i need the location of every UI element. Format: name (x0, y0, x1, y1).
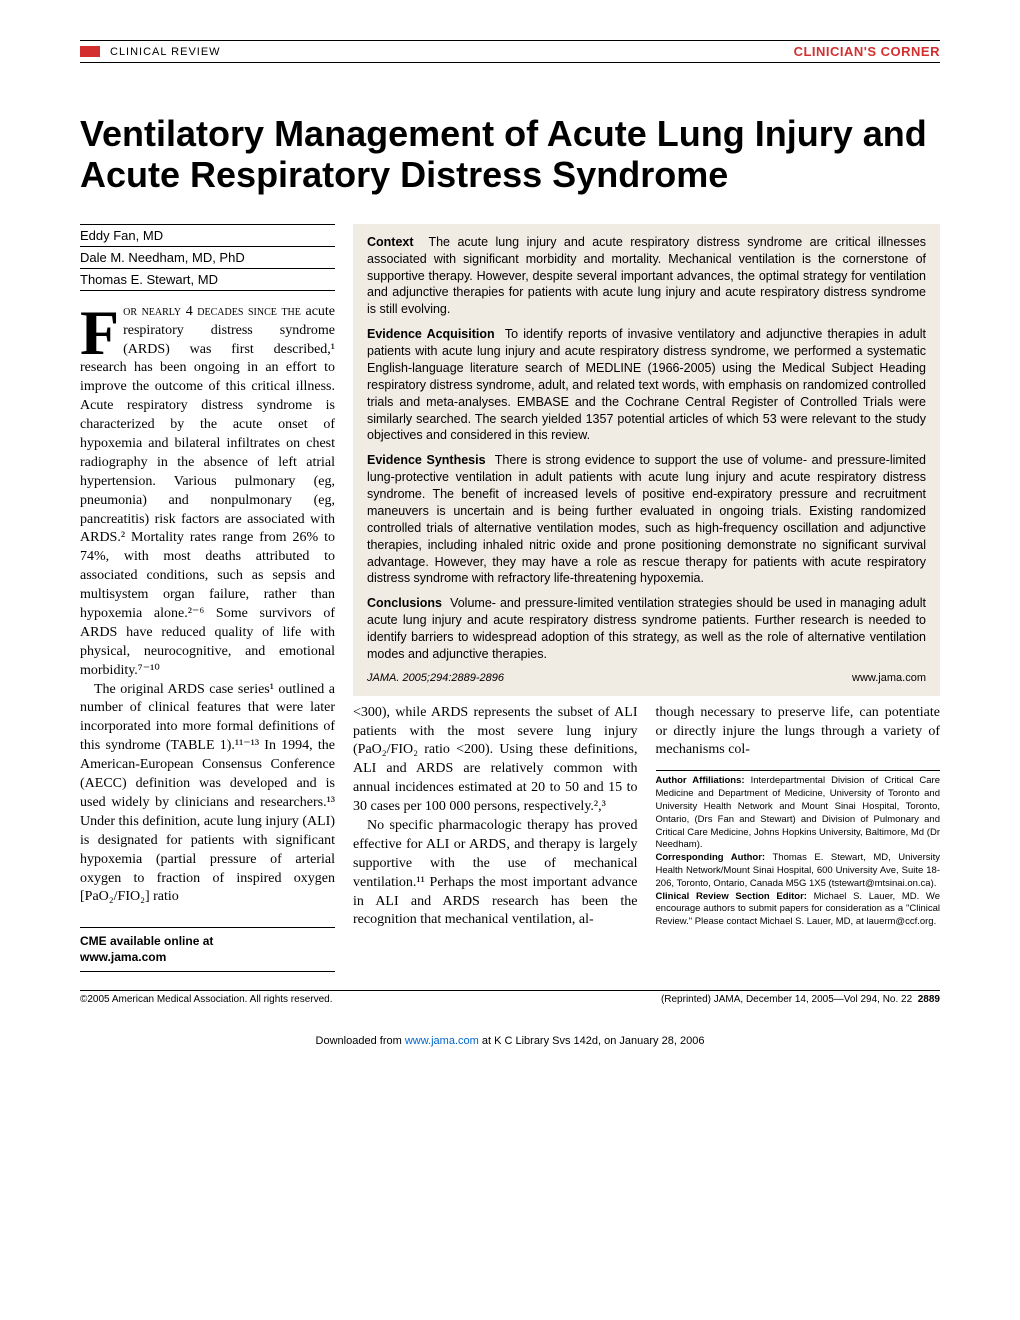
author-line: Thomas E. Stewart, MD (80, 269, 335, 291)
mid-p1: <300), while ARDS represents the subset … (353, 704, 638, 817)
corner-label: CLINICIAN'S CORNER (794, 44, 940, 59)
abstract-box: Context The acute lung injury and acute … (353, 224, 940, 696)
page-number: 2889 (918, 994, 940, 1005)
evidence-acq-label: Evidence Acquisition (367, 327, 495, 341)
mid-p2: No specific pharmacologic therapy has pr… (353, 817, 638, 930)
intro-paragraph-2: The original ARDS case series¹ outlined … (80, 681, 335, 908)
abstract-url: www.jama.com (852, 671, 926, 686)
conclusions-text: Volume- and pressure-limited ventilation… (367, 596, 926, 661)
header-bar: CLINICAL REVIEW CLINICIAN'S CORNER (80, 40, 940, 63)
intro-first-line: or nearly 4 decades since the (123, 304, 301, 319)
download-link[interactable]: www.jama.com (405, 1035, 479, 1047)
red-square-icon (80, 46, 100, 57)
citation: JAMA. 2005;294:2889-2896 (367, 671, 504, 686)
evidence-syn-text: There is strong evidence to support the … (367, 453, 926, 585)
context-text: The acute lung injury and acute respirat… (367, 235, 926, 317)
author-list: Eddy Fan, MD Dale M. Needham, MD, PhD Th… (80, 224, 335, 291)
right-col-text: though necessary to preserve life, can p… (656, 704, 941, 761)
author-line: Dale M. Needham, MD, PhD (80, 247, 335, 269)
article-title: Ventilatory Management of Acute Lung Inj… (80, 113, 940, 196)
dropcap: F (80, 303, 123, 359)
download-notice: Downloaded from www.jama.com at K C Libr… (80, 1035, 940, 1047)
body-col-3: though necessary to preserve life, can p… (656, 704, 941, 931)
context-label: Context (367, 235, 414, 249)
evidence-syn-label: Evidence Synthesis (367, 453, 486, 467)
author-line: Eddy Fan, MD (80, 225, 335, 247)
affiliations-block: Author Affiliations: Interdepartmental D… (656, 770, 941, 929)
section-label: CLINICAL REVIEW (80, 46, 221, 58)
body-col-2: <300), while ARDS represents the subset … (353, 704, 638, 931)
evidence-acq-text: To identify reports of invasive ventilat… (367, 327, 926, 442)
section-text: CLINICAL REVIEW (110, 46, 221, 58)
page-footer: ©2005 American Medical Association. All … (80, 990, 940, 1005)
section-editor-label: Clinical Review Section Editor: (656, 891, 807, 902)
copyright: ©2005 American Medical Association. All … (80, 994, 333, 1005)
cme-line1: CME available online at (80, 934, 335, 950)
footer-right: (Reprinted) JAMA, December 14, 2005—Vol … (661, 994, 940, 1005)
intro-p1-rest: acute respiratory distress syndrome (ARD… (80, 304, 335, 678)
intro-paragraph-1: F or nearly 4 decades since the acute re… (80, 303, 335, 681)
cme-box: CME available online at www.jama.com (80, 927, 335, 972)
citation-row: JAMA. 2005;294:2889-2896 www.jama.com (367, 671, 926, 686)
cme-line2: www.jama.com (80, 950, 335, 966)
conclusions-label: Conclusions (367, 596, 442, 610)
author-affil-label: Author Affiliations: (656, 775, 745, 786)
author-affil-text: Interdepartmental Division of Critical C… (656, 775, 941, 850)
corr-author-label: Corresponding Author: (656, 852, 766, 863)
